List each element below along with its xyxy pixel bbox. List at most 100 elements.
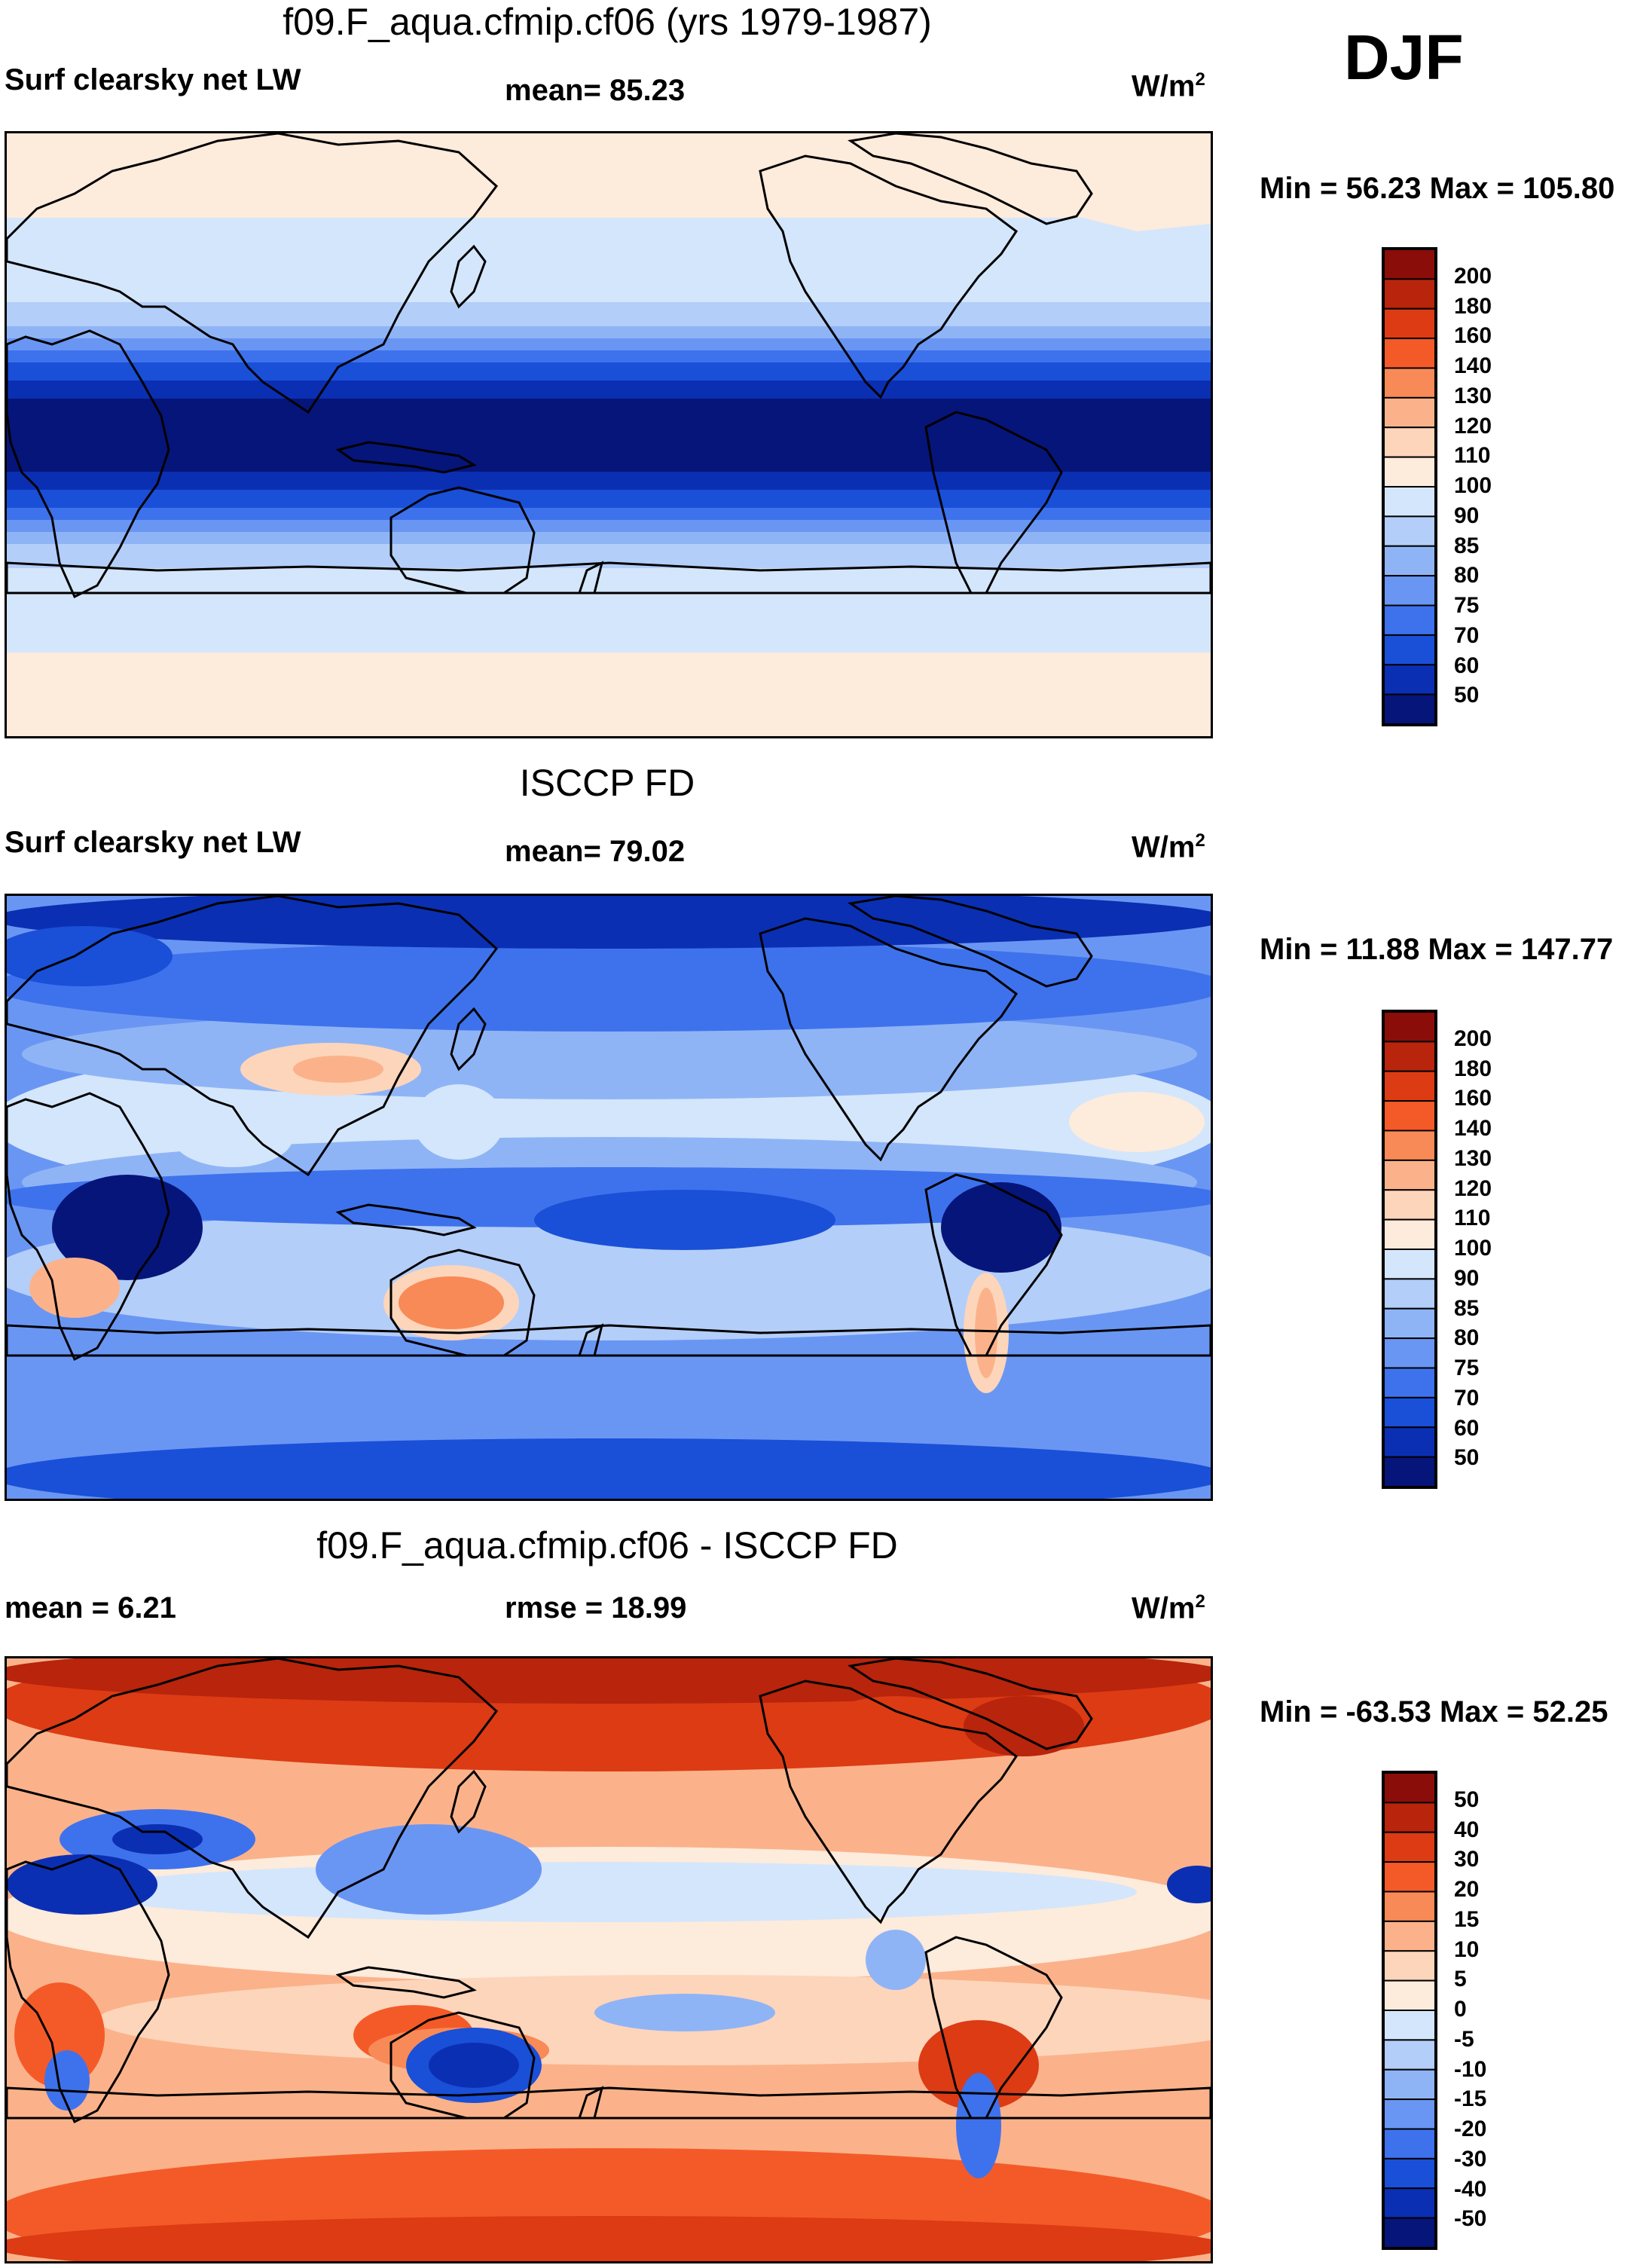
colorbar-tick-label: 5 [1454,1967,1467,1992]
colorbar-tick-label: 110 [1454,1206,1491,1231]
colorbar-box [1384,1012,1435,1043]
colorbar-box [1384,1861,1435,1893]
continent-outline [450,1769,487,1834]
contour-band [820,1696,971,1756]
contour-band [7,1438,1211,1499]
colorbar-box [1384,486,1435,518]
colorbar-tick-label: 100 [1454,473,1492,498]
colorbar-box [1384,1337,1435,1369]
continent-outline [389,2011,536,2120]
contour-band [534,1190,835,1250]
contour-band [594,1994,775,2031]
contour-band [7,2216,1211,2261]
colorbar-box [1384,1891,1435,1922]
contour-band [399,1276,504,1329]
panel-title: f09.F_aqua.cfmip.cf06 (yrs 1979-1987) [283,1,932,43]
panel-units: W/m2 [1132,69,1205,103]
continent-outline [450,244,487,309]
colorbar-box [1384,1189,1435,1221]
colorbar-box [1384,1950,1435,1982]
contour-band [7,926,173,986]
colorbar-tick-label: 20 [1454,1877,1480,1902]
colorbar-box [1384,1129,1435,1161]
contour-band [316,1824,542,1915]
contour-band [7,531,1211,544]
colorbar-box [1384,307,1435,340]
colorbar-box [1384,604,1435,636]
colorbar-tick-label: -5 [1454,2026,1474,2052]
contour-band [7,567,1211,653]
contour-band [7,350,1211,363]
continent-outline [848,1658,1093,1750]
map-difference [5,1656,1213,2263]
colorbar-box [1384,2157,1435,2190]
colorbar-box [1384,1802,1435,1833]
contour-band [293,1056,383,1083]
contour-band [7,302,1211,327]
map-field [7,133,1211,736]
colorbar-tick-label: 90 [1454,503,1480,528]
colorbar-box [1384,338,1435,369]
panel-mean-label: mean= 85.23 [505,74,686,107]
colorbar-tick-label: -15 [1454,2086,1487,2112]
colorbar-tick-label: 50 [1454,1445,1480,1471]
colorbar-box [1384,1367,1435,1398]
continent-outline [7,1854,170,2124]
colorbar-tick-label: 10 [1454,1936,1480,1962]
colorbar-svg [1384,1012,1435,1487]
contour-band [975,1288,997,1378]
contour-band [7,543,1211,568]
colorbar-box [1384,1218,1435,1250]
colorbar-box [1384,1920,1435,1952]
season-label: DJF [1344,22,1464,93]
colorbar-tick-label: 200 [1454,1025,1492,1051]
continent-outline [389,1249,536,1357]
contour-band [414,1084,504,1160]
contour-band [82,1862,1137,1922]
colorbar-tick-label: 140 [1454,353,1492,378]
colorbar-model [1382,247,1437,726]
map-field [7,896,1211,1499]
colorbar-box [1384,664,1435,695]
panel-rmse-label: rmse = 18.99 [505,1591,687,1625]
contour-band [7,652,1211,736]
colorbar-box [1384,575,1435,607]
contour-band [173,1107,293,1167]
contour-band [1167,1866,1211,1903]
colorbar-box [1384,2187,1435,2219]
panel-min-max: Min = 56.23 Max = 105.80 [1260,172,1615,205]
colorbar-box [1384,2128,1435,2159]
colorbar-box [1384,2098,1435,2130]
continent-outline [7,1324,1211,1357]
colorbar-box [1384,1456,1435,1487]
colorbar-tick-label: 75 [1454,593,1480,618]
colorbar-box [1384,1307,1435,1340]
colorbar-tick-label: 130 [1454,383,1492,408]
contour-band [112,1824,203,1854]
colorbar-tick-label: -50 [1454,2206,1487,2232]
contour-band [44,2050,90,2111]
colorbar-box [1384,1979,1435,2011]
colorbar-tick-label: 85 [1454,1295,1480,1321]
continent-outline [7,2086,1211,2120]
map-observation [5,894,1213,1501]
colorbar-tick-label: 180 [1454,1056,1492,1081]
colorbar-tick-label: 200 [1454,263,1492,289]
colorbar-tick-label: 50 [1454,683,1480,708]
continent-outline [335,1966,477,1999]
colorbar-box [1384,2068,1435,2101]
contour-band [7,1658,1211,1704]
panel-units: W/m2 [1132,830,1205,864]
contour-band [7,507,1211,520]
continent-outline [7,329,170,599]
continent-outline [7,561,1211,595]
continent-outline [335,441,477,474]
contour-band [941,1182,1061,1273]
contour-band [52,1175,203,1280]
colorbar-box [1384,396,1435,429]
colorbar-tick-label: 0 [1454,1997,1467,2022]
contour-band [918,2020,1039,2111]
colorbar-tick-label: 80 [1454,1325,1480,1351]
colorbar-tick-label: 30 [1454,1847,1480,1872]
colorbar-tick-label: 130 [1454,1145,1492,1171]
